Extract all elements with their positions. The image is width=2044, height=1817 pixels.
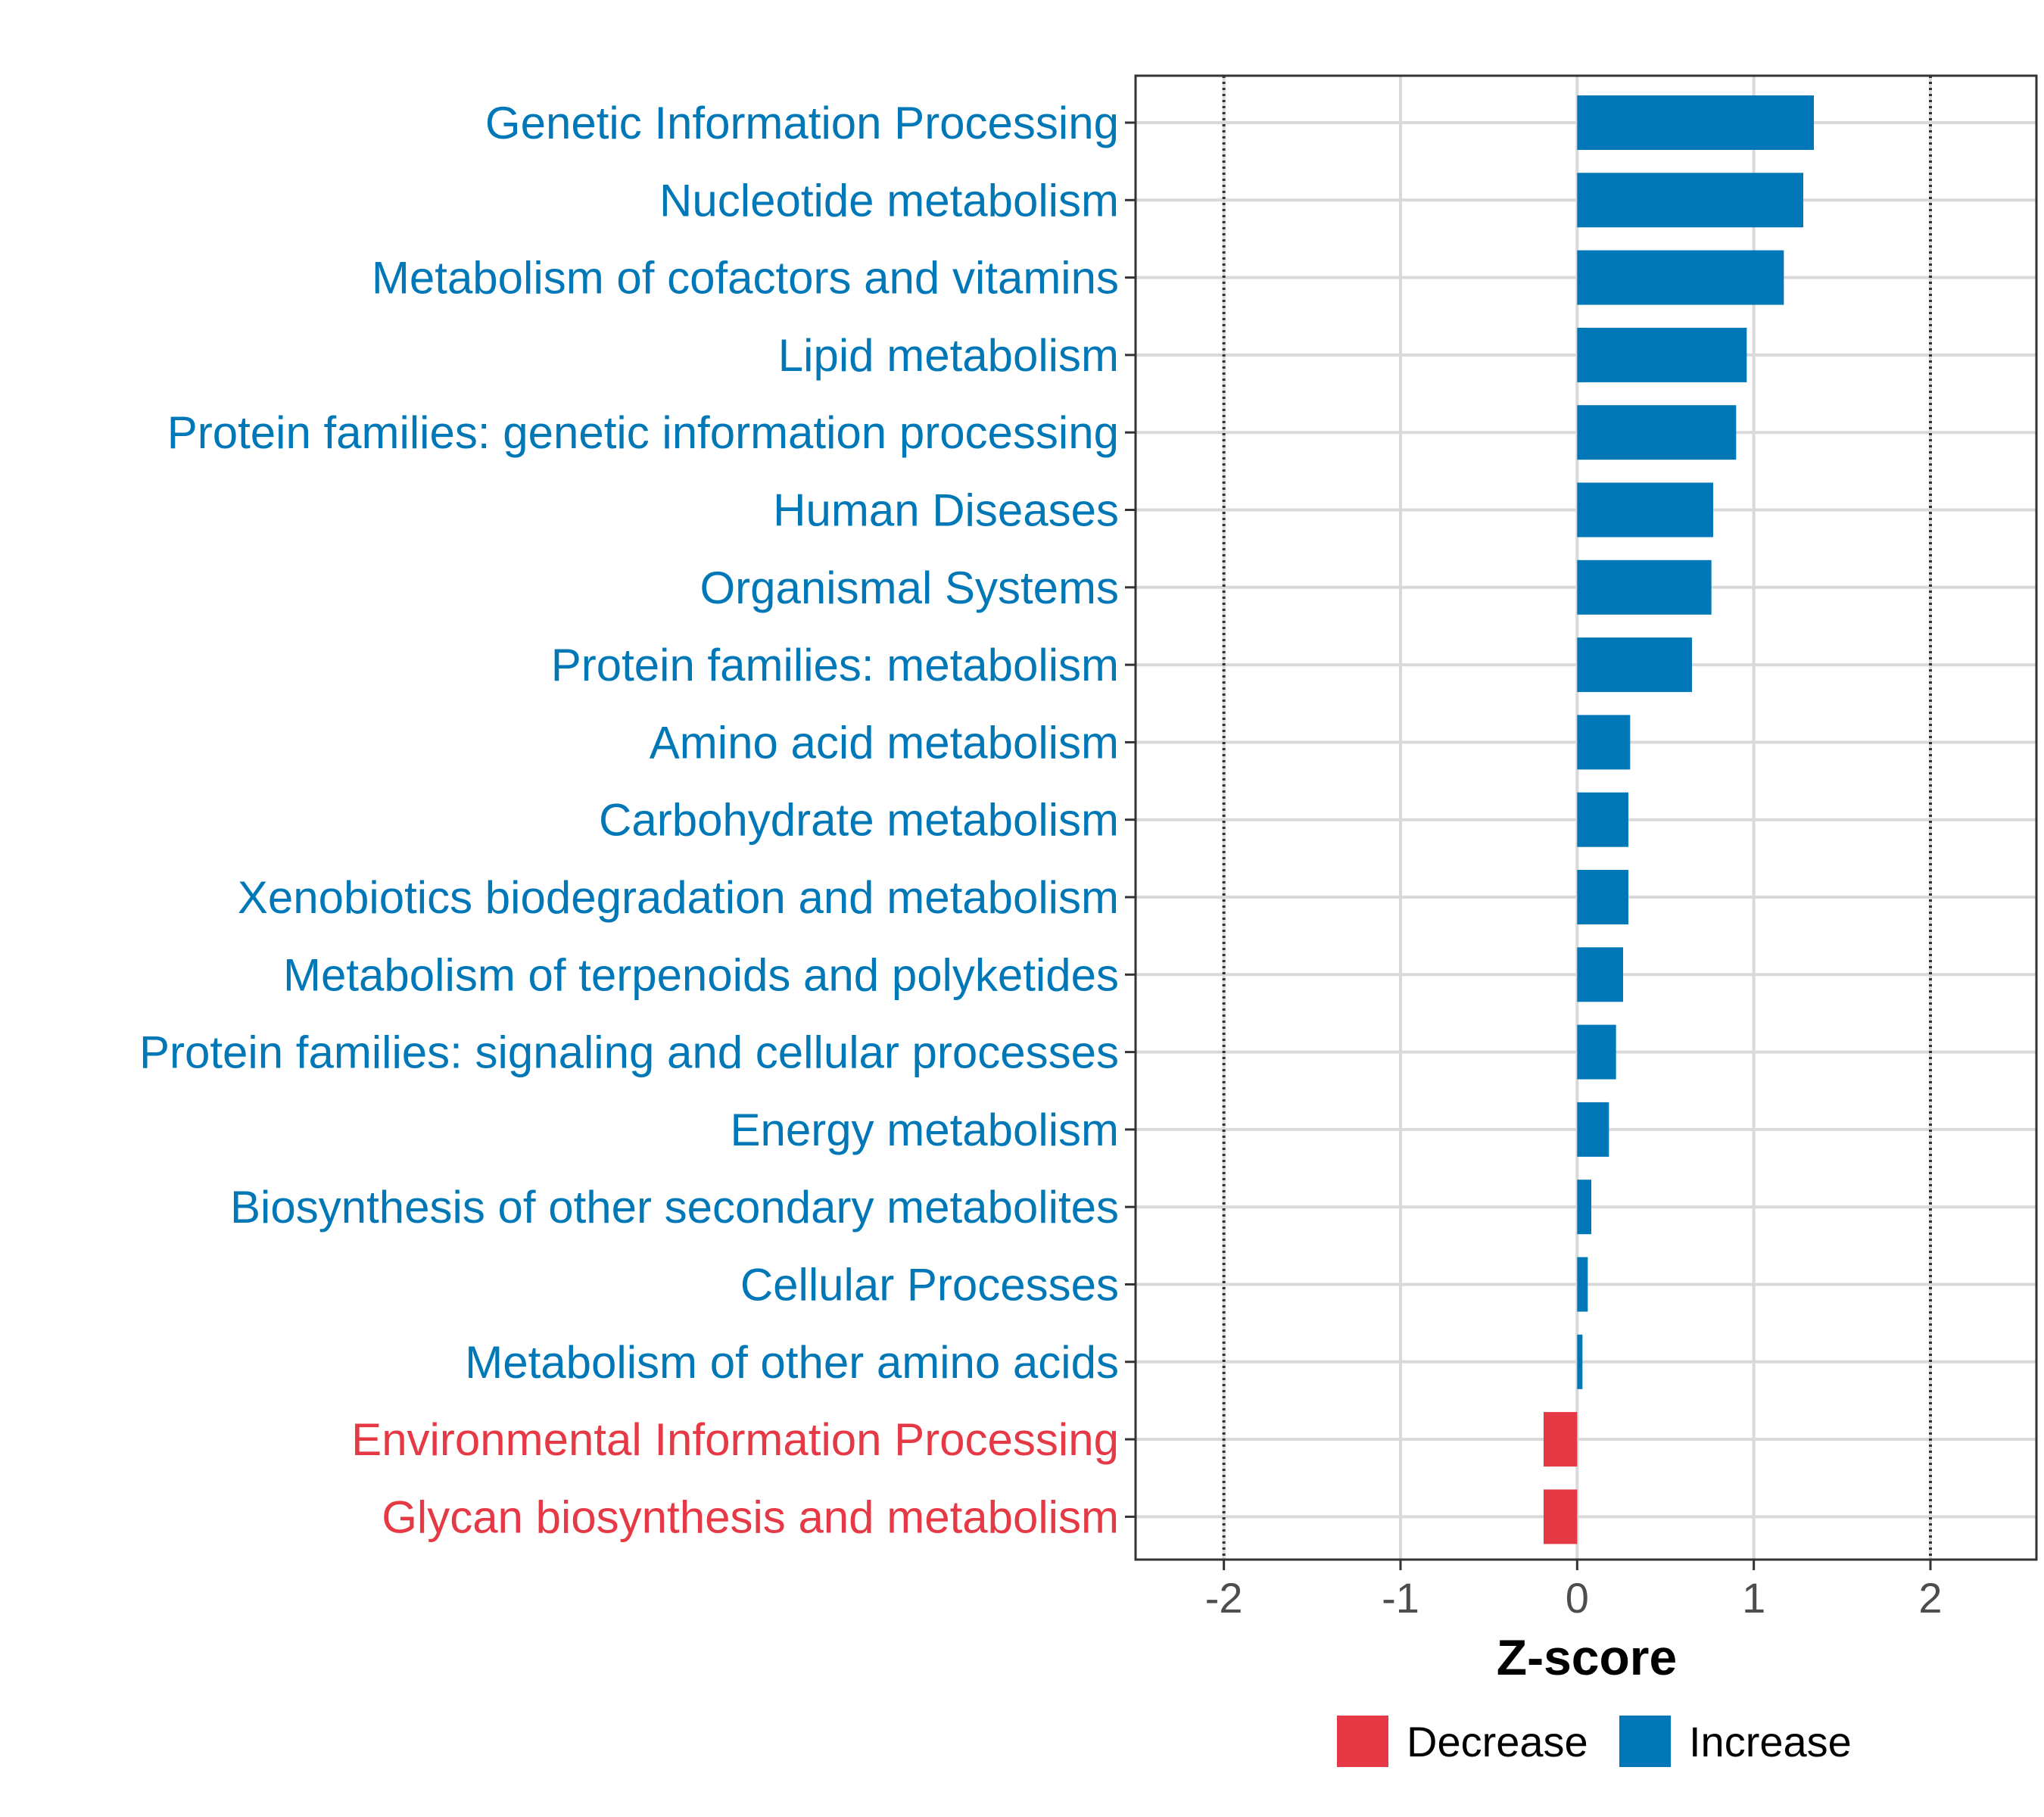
category-label: Organismal Systems xyxy=(700,563,1119,613)
x-tick-label: -2 xyxy=(1205,1574,1243,1622)
category-label: Metabolism of terpenoids and polyketides xyxy=(283,949,1119,1000)
x-tick-label: 2 xyxy=(1918,1574,1942,1622)
legend-label: Increase xyxy=(1689,1718,1852,1766)
category-label: Protein families: genetic information pr… xyxy=(167,407,1119,458)
y-axis-ticks xyxy=(1125,121,1136,1518)
bar xyxy=(1577,482,1713,538)
x-tick-label: -1 xyxy=(1382,1574,1419,1622)
bar xyxy=(1577,947,1623,1002)
bar xyxy=(1577,559,1712,615)
bar xyxy=(1577,327,1747,382)
category-label: Amino acid metabolism xyxy=(650,717,1119,768)
category-label: Glycan biosynthesis and metabolism xyxy=(382,1491,1119,1542)
x-tick-label: 1 xyxy=(1742,1574,1765,1622)
bar xyxy=(1577,715,1631,770)
bar xyxy=(1577,1024,1616,1080)
category-label: Metabolism of cofactors and vitamins xyxy=(372,253,1119,304)
bar xyxy=(1544,1412,1578,1467)
legend: Decrease Increase xyxy=(1337,1716,1852,1767)
category-label: Lipid metabolism xyxy=(778,330,1119,381)
x-axis-ticks: -2 -1 0 1 2 xyxy=(1205,1560,1943,1622)
bar xyxy=(1577,637,1692,693)
bars xyxy=(1544,95,1814,1544)
bar xyxy=(1577,870,1628,924)
bar xyxy=(1577,1102,1609,1157)
bar xyxy=(1577,792,1628,847)
legend-swatch xyxy=(1619,1716,1671,1767)
bar xyxy=(1577,405,1737,460)
category-label: Protein families: metabolism xyxy=(551,640,1119,690)
category-labels: Genetic Information Processing Nucleotide… xyxy=(139,98,1119,1542)
bar xyxy=(1577,1334,1583,1389)
bar xyxy=(1544,1489,1578,1544)
category-label: Xenobiotics biodegradation and metabolis… xyxy=(238,872,1119,923)
legend-label: Decrease xyxy=(1407,1718,1588,1766)
bar xyxy=(1577,250,1784,305)
category-label: Environmental Information Processing xyxy=(351,1414,1119,1465)
category-label: Carbohydrate metabolism xyxy=(599,795,1119,846)
plot-panel-border xyxy=(1134,74,2038,1561)
category-label: Protein families: signaling and cellular… xyxy=(139,1027,1119,1078)
category-label: Energy metabolism xyxy=(730,1105,1119,1155)
reference-lines xyxy=(1222,76,1932,1560)
category-label: Nucleotide metabolism xyxy=(659,175,1119,226)
category-label: Genetic Information Processing xyxy=(485,98,1119,148)
x-tick-label: 0 xyxy=(1566,1574,1589,1622)
bar xyxy=(1577,1257,1588,1312)
legend-swatch xyxy=(1337,1716,1388,1767)
x-axis-title: Z-score xyxy=(1497,1629,1677,1685)
category-label: Human Diseases xyxy=(773,485,1119,536)
bar xyxy=(1577,173,1803,228)
category-label: Cellular Processes xyxy=(740,1260,1119,1311)
bar xyxy=(1577,1180,1591,1235)
category-label: Biosynthesis of other secondary metaboli… xyxy=(230,1182,1119,1233)
bar xyxy=(1577,95,1814,150)
category-label: Metabolism of other amino acids xyxy=(465,1337,1119,1388)
